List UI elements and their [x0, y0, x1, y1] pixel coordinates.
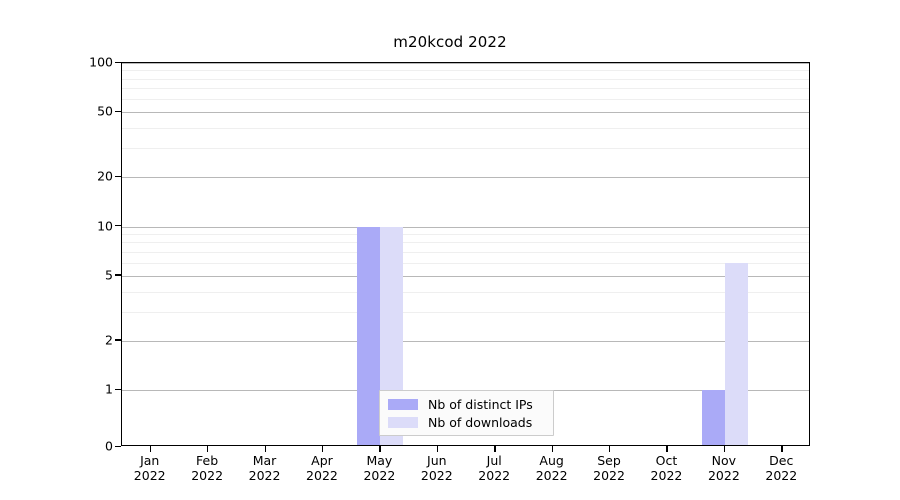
y-tick-mark — [115, 339, 121, 341]
bar-nov-downloads — [724, 262, 748, 445]
x-tick-year: 2022 — [650, 468, 683, 483]
x-tick-month: Sep — [597, 453, 621, 468]
y-tick-label: 1 — [105, 381, 113, 397]
y-tick-mark — [115, 388, 121, 390]
gridline-major — [122, 112, 809, 114]
x-tick-month: Mar — [252, 453, 277, 468]
x-tick-mark — [264, 446, 266, 452]
gridline-minor — [122, 251, 809, 253]
x-tick-month: Jun — [427, 453, 447, 468]
gridline-major — [122, 63, 809, 64]
y-tick-label: 5 — [105, 267, 113, 283]
y-tick-mark — [115, 225, 121, 227]
x-tick-month: Feb — [196, 453, 219, 468]
x-tick-year: 2022 — [363, 468, 396, 483]
x-tick-mark — [436, 446, 439, 452]
x-tick-year: 2022 — [478, 468, 511, 483]
legend-label: Nb of distinct IPs — [428, 396, 533, 412]
x-tick-year: 2022 — [765, 468, 798, 483]
gridline-major — [122, 226, 809, 228]
x-tick-year: 2022 — [593, 468, 625, 483]
gridline-minor — [122, 242, 809, 244]
legend-swatch-icon — [388, 416, 418, 428]
x-tick-year: 2022 — [248, 468, 281, 483]
bar-may-ips — [357, 226, 381, 445]
y-tick-label: 2 — [105, 332, 113, 348]
x-tick-label: Dec 2022 — [741, 453, 821, 483]
x-tick-year: 2022 — [707, 468, 740, 483]
y-tick-label: 10 — [97, 218, 113, 233]
gridline-minor — [122, 291, 809, 293]
x-tick-mark — [494, 446, 496, 452]
x-tick-mark — [609, 446, 611, 452]
x-tick-month: May — [366, 453, 393, 468]
gridline-minor — [122, 99, 809, 101]
gridline-major — [122, 177, 809, 179]
y-tick-mark — [115, 445, 121, 447]
y-tick-label: 50 — [97, 103, 113, 119]
bar-nov-ips — [701, 390, 725, 445]
y-tick-label: 20 — [97, 168, 113, 184]
x-tick-month: Jan — [140, 453, 160, 468]
y-tick-mark — [115, 274, 121, 276]
x-tick-label: Mar 2022 — [225, 453, 305, 483]
gridline-minor — [122, 78, 809, 80]
plot-area — [121, 62, 810, 446]
x-tick-mark — [207, 446, 209, 452]
x-tick-label: Oct 2022 — [626, 453, 706, 483]
gridline-minor — [122, 262, 809, 264]
chart-legend: Nb of distinct IPs Nb of downloads — [379, 390, 554, 436]
gridline-minor — [122, 233, 809, 235]
x-tick-label: Jun 2022 — [397, 453, 477, 483]
x-tick-label: Jul 2022 — [454, 453, 534, 483]
x-tick-year: 2022 — [133, 468, 166, 483]
x-tick-mark — [321, 446, 324, 452]
x-tick-mark — [781, 446, 783, 452]
y-tick-label: 0 — [105, 438, 113, 454]
x-tick-label: Apr 2022 — [282, 453, 362, 483]
legend-label: Nb of downloads — [428, 414, 533, 430]
x-tick-year: 2022 — [420, 468, 453, 483]
x-tick-label: Aug 2022 — [512, 453, 592, 483]
x-tick-label: Sep 2022 — [569, 453, 649, 483]
x-tick-month: Apr — [311, 453, 333, 468]
gridline-minor — [122, 128, 809, 130]
x-tick-year: 2022 — [306, 468, 338, 483]
x-tick-month: Dec — [769, 453, 794, 468]
x-tick-mark — [149, 446, 151, 452]
x-tick-year: 2022 — [535, 468, 568, 483]
x-tick-mark — [551, 446, 553, 452]
x-tick-month: Oct — [655, 453, 678, 468]
x-tick-year: 2022 — [191, 468, 224, 483]
x-tick-label: Jan 2022 — [110, 453, 190, 483]
x-tick-mark — [379, 446, 381, 452]
y-tick-mark — [115, 61, 121, 63]
chart-title: m20kcod 2022 — [393, 33, 507, 51]
gridline-minor — [122, 148, 809, 150]
x-tick-label: May 2022 — [339, 453, 419, 483]
gridline-minor — [122, 88, 809, 90]
x-tick-mark — [723, 446, 726, 452]
y-tick-mark — [115, 175, 121, 178]
gridline-major — [122, 275, 809, 277]
x-tick-month: Aug — [539, 453, 564, 468]
x-tick-month: Jul — [486, 453, 502, 468]
x-tick-mark — [666, 446, 668, 452]
gridline-major — [122, 340, 809, 342]
legend-item[interactable]: Nb of downloads — [386, 413, 547, 431]
gridline-minor — [122, 70, 809, 72]
legend-swatch-icon — [388, 398, 418, 410]
x-tick-label: Nov 2022 — [684, 453, 764, 483]
x-tick-label: Feb 2022 — [167, 453, 247, 483]
x-tick-month: Nov — [711, 453, 737, 468]
legend-item[interactable]: Nb of distinct IPs — [386, 395, 547, 413]
y-tick-mark — [115, 110, 121, 112]
y-tick-label: 100 — [89, 54, 113, 70]
gridline-minor — [122, 311, 809, 313]
